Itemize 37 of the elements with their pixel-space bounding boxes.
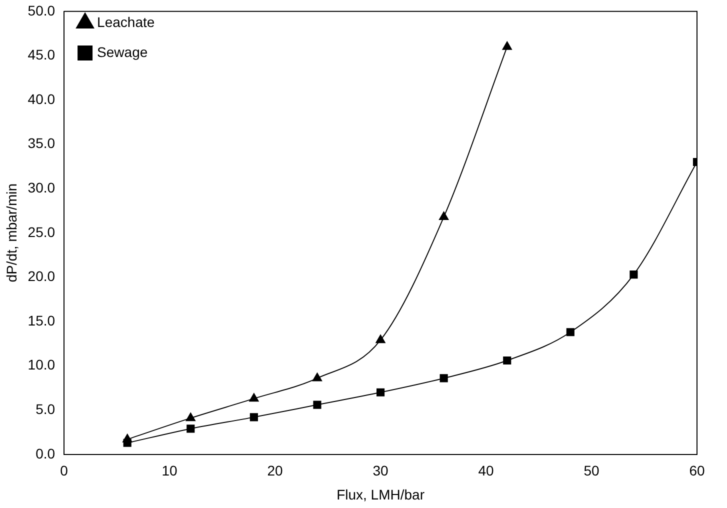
x-tick-label: 30 bbox=[372, 462, 389, 479]
y-tick-label: 25.0 bbox=[28, 224, 56, 240]
point bbox=[122, 434, 132, 442]
point bbox=[186, 412, 196, 422]
point bbox=[630, 270, 638, 279]
x-tick-label: 10 bbox=[162, 462, 178, 479]
y-tick-label: 20.0 bbox=[28, 268, 56, 284]
x-tick-label: 60 bbox=[689, 462, 705, 479]
x-tick-label: 40 bbox=[478, 462, 494, 479]
y-tick-label: 0.0 bbox=[36, 445, 56, 462]
y-tick-label: 5.0 bbox=[36, 400, 56, 417]
point bbox=[312, 372, 322, 382]
y-tick-label: 45.0 bbox=[28, 46, 56, 63]
legend-label: Leachate bbox=[97, 14, 155, 30]
y-tick-label: 40.0 bbox=[28, 90, 56, 107]
y-axis-title: dP/dt, mbar/min bbox=[3, 183, 20, 282]
point bbox=[249, 393, 259, 402]
y-tick-label: 50.0 bbox=[28, 2, 56, 18]
point bbox=[502, 41, 512, 50]
y-tick-label: 10.0 bbox=[28, 356, 56, 373]
point bbox=[376, 388, 385, 396]
point bbox=[313, 400, 322, 409]
x-tick-label: 50 bbox=[584, 462, 600, 479]
point bbox=[250, 413, 258, 422]
point bbox=[438, 211, 449, 220]
y-tick-label: 30.0 bbox=[28, 179, 56, 196]
point bbox=[503, 356, 512, 365]
point bbox=[186, 424, 195, 433]
y-tick-label: 35.0 bbox=[28, 135, 56, 152]
point bbox=[376, 334, 386, 344]
x-tick-label: 0 bbox=[60, 462, 68, 479]
x-axis-title: Flux, LMH/bar bbox=[336, 486, 425, 502]
x-tick-label: 20 bbox=[267, 462, 284, 479]
legend-label: Sewage bbox=[97, 44, 148, 60]
point bbox=[566, 328, 574, 336]
point bbox=[440, 374, 448, 382]
y-tick-label: 15.0 bbox=[28, 312, 56, 328]
